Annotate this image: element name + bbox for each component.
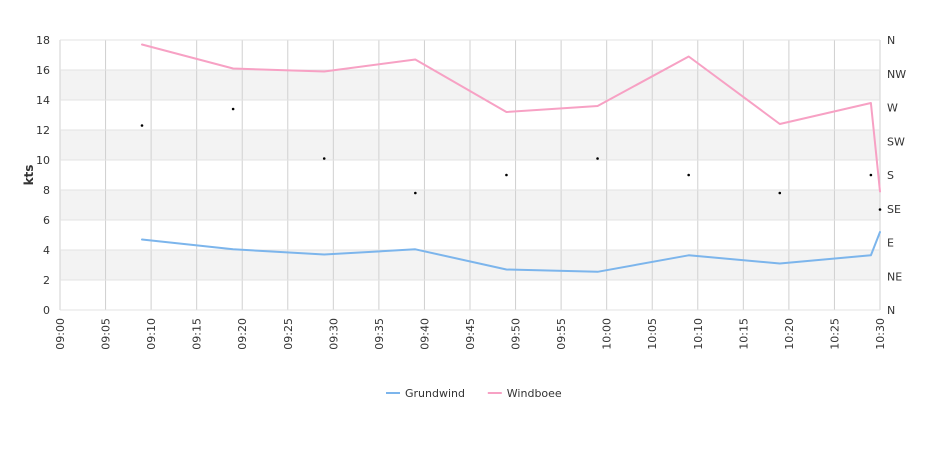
direction-tick-label: NW — [887, 68, 906, 81]
direction-tick-label: SE — [887, 203, 901, 216]
x-tick-label: 09:15 — [191, 318, 204, 350]
direction-tick-label: N — [887, 34, 895, 47]
x-tick-label: 10:00 — [601, 318, 614, 350]
x-tick-label: 10:10 — [692, 318, 705, 350]
x-tick-label: 09:05 — [100, 318, 113, 350]
vertical-gridlines — [59, 40, 881, 310]
direction-point — [414, 191, 417, 195]
direction-tick-label: E — [887, 237, 894, 250]
series-lines — [141, 43, 881, 273]
x-tick-label: 09:20 — [236, 318, 249, 350]
direction-point — [869, 173, 873, 177]
direction-tick-label: SW — [887, 135, 905, 148]
y-tick-label: 8 — [43, 184, 50, 197]
x-tick-label: 10:20 — [783, 318, 796, 350]
y-tick-label: 4 — [43, 244, 50, 257]
horizontal-gridlines — [60, 39, 880, 311]
y-tick-label: 12 — [36, 124, 50, 137]
direction-point — [596, 157, 599, 160]
y-tick-label: 10 — [36, 154, 50, 167]
y-tick-label: 2 — [43, 274, 50, 287]
legend-item-grundwind[interactable]: Grundwind — [386, 387, 465, 400]
legend-label: Grundwind — [405, 387, 465, 400]
direction-tick-label: N — [887, 304, 895, 317]
direction-tick-label: S — [887, 169, 894, 182]
x-tick-label: 09:00 — [54, 318, 67, 350]
x-tick-label: 09:45 — [464, 318, 477, 350]
x-tick-label: 10:25 — [828, 318, 841, 350]
direction-point — [878, 208, 882, 211]
series-line-grundwind — [141, 231, 881, 273]
x-tick-label: 09:10 — [145, 318, 158, 350]
x-tick-label: 09:55 — [555, 318, 568, 350]
direction-tick-label: W — [887, 102, 898, 115]
series-line-windboee — [141, 43, 881, 193]
direction-point — [231, 107, 235, 111]
x-axis-ticks: 09:00 09:05 09:10 09:15 09:20 09:25 09:30 09:35… — [54, 318, 887, 350]
direction-point — [687, 173, 690, 177]
x-tick-label: 09:40 — [418, 318, 431, 350]
x-tick-label: 10:15 — [737, 318, 750, 350]
x-tick-label: 10:05 — [646, 318, 659, 350]
x-tick-label: 09:35 — [373, 318, 386, 350]
legend[interactable]: Grundwind Windboee — [386, 387, 562, 400]
direction-tick-label: NE — [887, 270, 902, 283]
y-axis-ticks: 0 2 4 6 8 10 12 14 16 18 — [36, 34, 50, 317]
direction-point — [140, 124, 144, 127]
x-tick-label: 10:30 — [874, 318, 887, 350]
direction-point — [505, 173, 508, 177]
y-tick-label: 18 — [36, 34, 50, 47]
x-tick-label: 09:50 — [510, 318, 523, 350]
y-tick-label: 14 — [36, 94, 50, 107]
y-tick-label: 6 — [43, 214, 50, 227]
direction-point — [322, 157, 326, 160]
legend-label: Windboee — [507, 387, 562, 400]
y-axis-title: kts — [22, 165, 36, 186]
y-tick-label: 16 — [36, 64, 50, 77]
x-tick-label: 09:30 — [327, 318, 340, 350]
direction-points — [140, 107, 882, 211]
y-tick-label: 0 — [43, 304, 50, 317]
direction-axis-ticks: N NE E SE S SW W NW N — [887, 34, 906, 317]
legend-item-windboee[interactable]: Windboee — [487, 387, 562, 400]
direction-point — [778, 191, 782, 195]
x-tick-label: 09:25 — [282, 318, 295, 350]
